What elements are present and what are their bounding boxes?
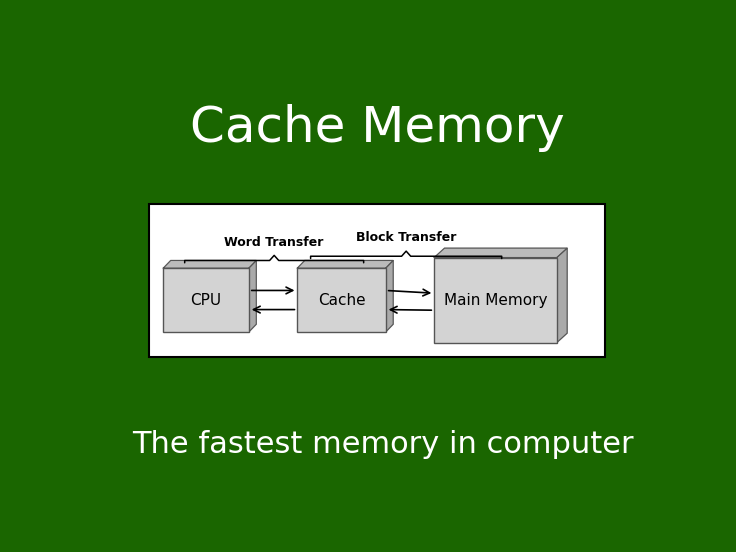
Bar <box>297 268 386 332</box>
Text: Block Transfer: Block Transfer <box>356 231 456 245</box>
Text: The fastest memory in computer: The fastest memory in computer <box>132 430 634 459</box>
Polygon shape <box>434 248 567 257</box>
Text: Cache: Cache <box>318 293 365 307</box>
Bar <box>149 204 605 357</box>
Text: CPU: CPU <box>191 293 222 307</box>
Polygon shape <box>386 261 393 332</box>
Bar <box>163 268 249 332</box>
Polygon shape <box>249 261 256 332</box>
Polygon shape <box>163 261 256 268</box>
Bar <box>434 257 557 342</box>
Polygon shape <box>297 261 393 268</box>
Text: Word Transfer: Word Transfer <box>224 236 324 248</box>
Polygon shape <box>557 248 567 342</box>
Text: Cache Memory: Cache Memory <box>190 104 565 152</box>
Text: Main Memory: Main Memory <box>444 293 548 307</box>
